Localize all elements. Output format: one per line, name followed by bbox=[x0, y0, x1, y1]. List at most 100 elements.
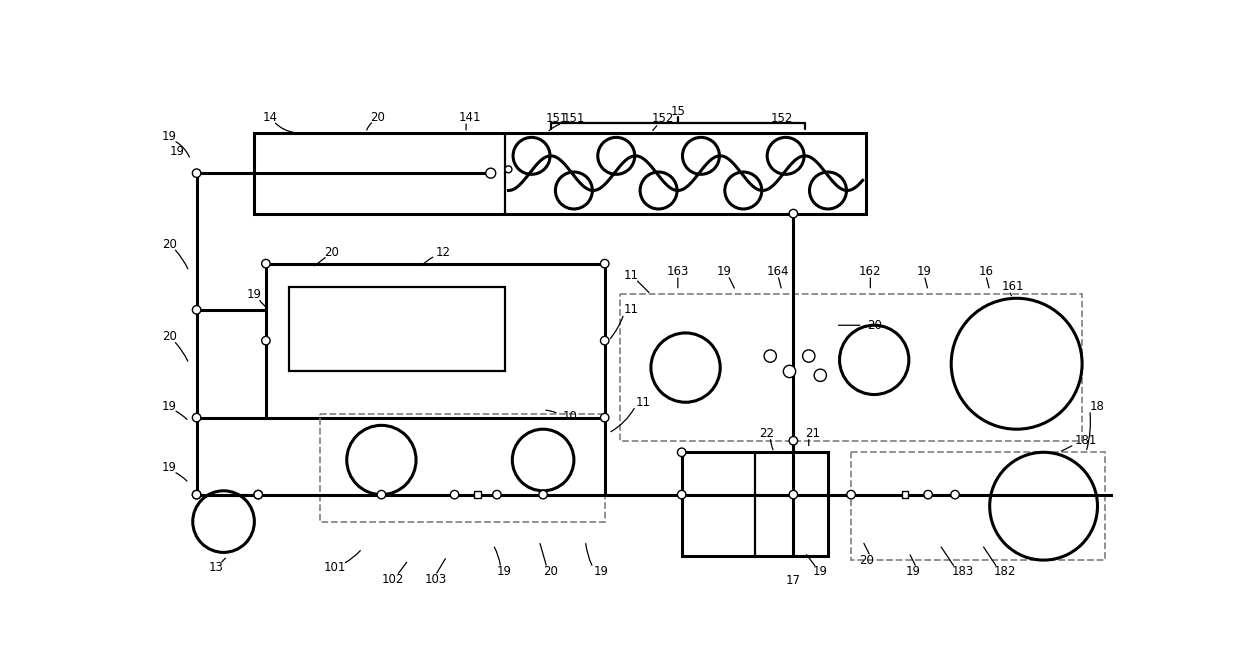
Bar bbox=[620, 294, 1083, 441]
Circle shape bbox=[768, 137, 804, 174]
Text: 18: 18 bbox=[1090, 399, 1105, 413]
Text: 19: 19 bbox=[717, 265, 732, 278]
Text: 141: 141 bbox=[459, 111, 481, 124]
Bar bbox=[474, 491, 481, 498]
Circle shape bbox=[682, 137, 719, 174]
Circle shape bbox=[990, 452, 1097, 560]
Text: 20: 20 bbox=[867, 319, 882, 332]
Text: 181: 181 bbox=[1075, 434, 1097, 447]
Circle shape bbox=[789, 436, 797, 445]
Circle shape bbox=[262, 260, 270, 268]
Text: 161: 161 bbox=[1002, 281, 1024, 293]
Circle shape bbox=[513, 137, 551, 174]
Circle shape bbox=[802, 350, 815, 362]
Circle shape bbox=[951, 298, 1083, 429]
Circle shape bbox=[512, 429, 574, 491]
Text: 20: 20 bbox=[162, 330, 177, 344]
Bar bbox=[682, 452, 828, 556]
Text: 182: 182 bbox=[994, 565, 1017, 578]
Text: 163: 163 bbox=[667, 265, 689, 278]
Circle shape bbox=[600, 413, 609, 422]
Circle shape bbox=[951, 490, 960, 499]
Circle shape bbox=[254, 490, 263, 499]
Circle shape bbox=[839, 325, 909, 395]
Text: 19: 19 bbox=[247, 288, 262, 301]
Circle shape bbox=[847, 490, 856, 499]
Circle shape bbox=[505, 166, 512, 173]
Text: 20: 20 bbox=[543, 565, 558, 578]
Text: 101: 101 bbox=[324, 561, 346, 574]
Circle shape bbox=[492, 490, 501, 499]
Text: 20: 20 bbox=[859, 554, 874, 566]
Circle shape bbox=[789, 210, 797, 218]
Circle shape bbox=[640, 172, 677, 209]
Text: 20: 20 bbox=[324, 246, 339, 259]
Circle shape bbox=[254, 490, 263, 499]
Text: 19: 19 bbox=[594, 565, 609, 578]
Circle shape bbox=[677, 490, 686, 499]
Text: 12: 12 bbox=[435, 246, 450, 259]
Circle shape bbox=[192, 306, 201, 314]
Circle shape bbox=[192, 490, 201, 499]
Circle shape bbox=[725, 172, 761, 209]
Circle shape bbox=[556, 172, 593, 209]
Text: 183: 183 bbox=[951, 565, 973, 578]
Text: 151: 151 bbox=[563, 112, 585, 125]
Circle shape bbox=[764, 350, 776, 362]
Text: 152: 152 bbox=[770, 112, 794, 125]
Circle shape bbox=[192, 169, 201, 177]
Circle shape bbox=[262, 336, 270, 345]
Circle shape bbox=[486, 168, 496, 178]
Text: 103: 103 bbox=[424, 573, 446, 586]
Text: 21: 21 bbox=[805, 426, 820, 440]
Text: 15: 15 bbox=[671, 104, 686, 118]
Circle shape bbox=[377, 490, 386, 499]
Text: 20: 20 bbox=[162, 238, 177, 251]
Text: 11: 11 bbox=[636, 396, 651, 409]
Bar bbox=[289, 286, 505, 371]
Text: 20: 20 bbox=[370, 111, 384, 124]
Bar bbox=[254, 133, 867, 214]
Circle shape bbox=[600, 260, 609, 268]
Text: 22: 22 bbox=[759, 426, 774, 440]
Text: 19: 19 bbox=[497, 565, 512, 578]
Text: 19: 19 bbox=[905, 565, 920, 578]
Text: 17: 17 bbox=[786, 574, 801, 587]
Circle shape bbox=[347, 425, 417, 495]
Text: 19: 19 bbox=[916, 265, 931, 278]
Text: 19: 19 bbox=[162, 399, 177, 413]
Bar bbox=[320, 414, 605, 522]
Circle shape bbox=[539, 490, 547, 499]
Circle shape bbox=[784, 365, 796, 378]
Text: 19: 19 bbox=[162, 461, 177, 474]
Circle shape bbox=[815, 369, 826, 382]
Text: 11: 11 bbox=[624, 304, 639, 316]
Circle shape bbox=[598, 137, 635, 174]
Circle shape bbox=[192, 491, 254, 553]
Circle shape bbox=[600, 336, 609, 345]
Text: 16: 16 bbox=[978, 265, 993, 278]
Text: 164: 164 bbox=[766, 265, 789, 278]
Text: 19: 19 bbox=[812, 565, 828, 578]
Text: 19: 19 bbox=[162, 130, 177, 143]
Circle shape bbox=[192, 490, 201, 499]
Circle shape bbox=[651, 333, 720, 402]
Text: 102: 102 bbox=[382, 573, 404, 586]
Circle shape bbox=[677, 448, 686, 457]
Text: 13: 13 bbox=[208, 561, 223, 574]
Text: 11: 11 bbox=[624, 269, 639, 282]
Circle shape bbox=[450, 490, 459, 499]
Text: 162: 162 bbox=[859, 265, 882, 278]
Text: 151: 151 bbox=[546, 112, 568, 125]
Bar bbox=[901, 491, 909, 498]
Circle shape bbox=[789, 490, 797, 499]
Circle shape bbox=[924, 490, 932, 499]
Circle shape bbox=[192, 413, 201, 422]
Circle shape bbox=[810, 172, 847, 209]
Text: 152: 152 bbox=[651, 112, 673, 125]
Bar bbox=[265, 263, 605, 418]
Text: 10: 10 bbox=[563, 409, 578, 422]
Text: 19: 19 bbox=[170, 145, 185, 158]
Bar bbox=[851, 452, 1105, 560]
Text: 14: 14 bbox=[262, 111, 278, 124]
